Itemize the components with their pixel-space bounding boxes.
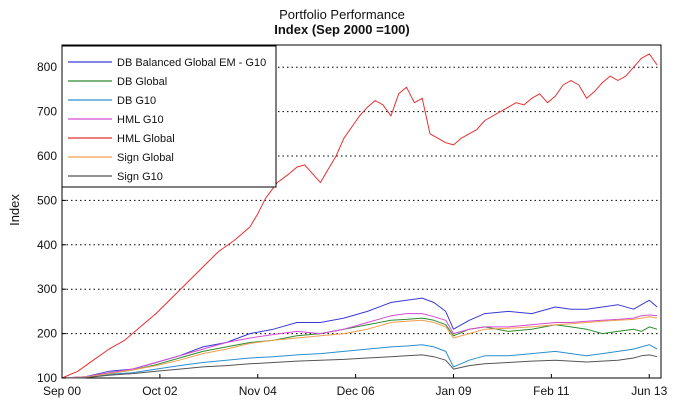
y-tick-label: 100 [37, 371, 57, 385]
series-line-1 [61, 317, 658, 379]
y-tick-label: 200 [37, 327, 57, 341]
chart-subtitle: Index (Sep 2000 =100) [274, 22, 410, 37]
legend-label-1: DB Global [117, 76, 167, 88]
series-lines [61, 53, 658, 379]
x-tick-label: Sep 00 [43, 384, 81, 398]
x-tick-label: Dec 06 [337, 384, 375, 398]
y-tick-label: 400 [37, 238, 57, 252]
axis-ticks: 100 200 300 400 500 600 700 800 Sep 00 Oct 02 Nov … [37, 60, 668, 398]
series-line-6 [61, 354, 658, 379]
legend-label-6: Sign G10 [117, 171, 163, 183]
y-tick-label: 300 [37, 282, 57, 296]
series-line-3 [61, 313, 658, 379]
x-tick-label: Nov 04 [239, 384, 277, 398]
legend: DB Balanced Global EM - G10 DB Global DB G… [61, 45, 277, 188]
legend-label-0: DB Balanced Global EM - G10 [117, 57, 266, 69]
legend-label-5: Sign Global [117, 152, 174, 164]
y-tick-label: 800 [37, 60, 57, 74]
legend-label-2: DB G10 [117, 95, 156, 107]
legend-box [61, 45, 277, 188]
x-tick-label: Jan 09 [435, 384, 471, 398]
x-tick-label: Feb 11 [533, 384, 570, 398]
x-tick-label: Oct 02 [142, 384, 178, 398]
legend-label-4: HML Global [117, 133, 175, 145]
y-axis-label: Index [7, 194, 22, 226]
series-line-5 [61, 316, 658, 379]
y-tick-label: 500 [37, 193, 57, 207]
x-tick-label: Jun 13 [631, 384, 667, 398]
legend-label-3: HML G10 [117, 114, 164, 126]
series-line-0 [61, 297, 658, 379]
series-line-2 [61, 344, 658, 379]
series-line-4 [61, 53, 658, 379]
y-tick-label: 600 [37, 149, 57, 163]
y-tick-label: 700 [37, 105, 57, 119]
chart-title: Portfolio Performance [279, 7, 405, 22]
